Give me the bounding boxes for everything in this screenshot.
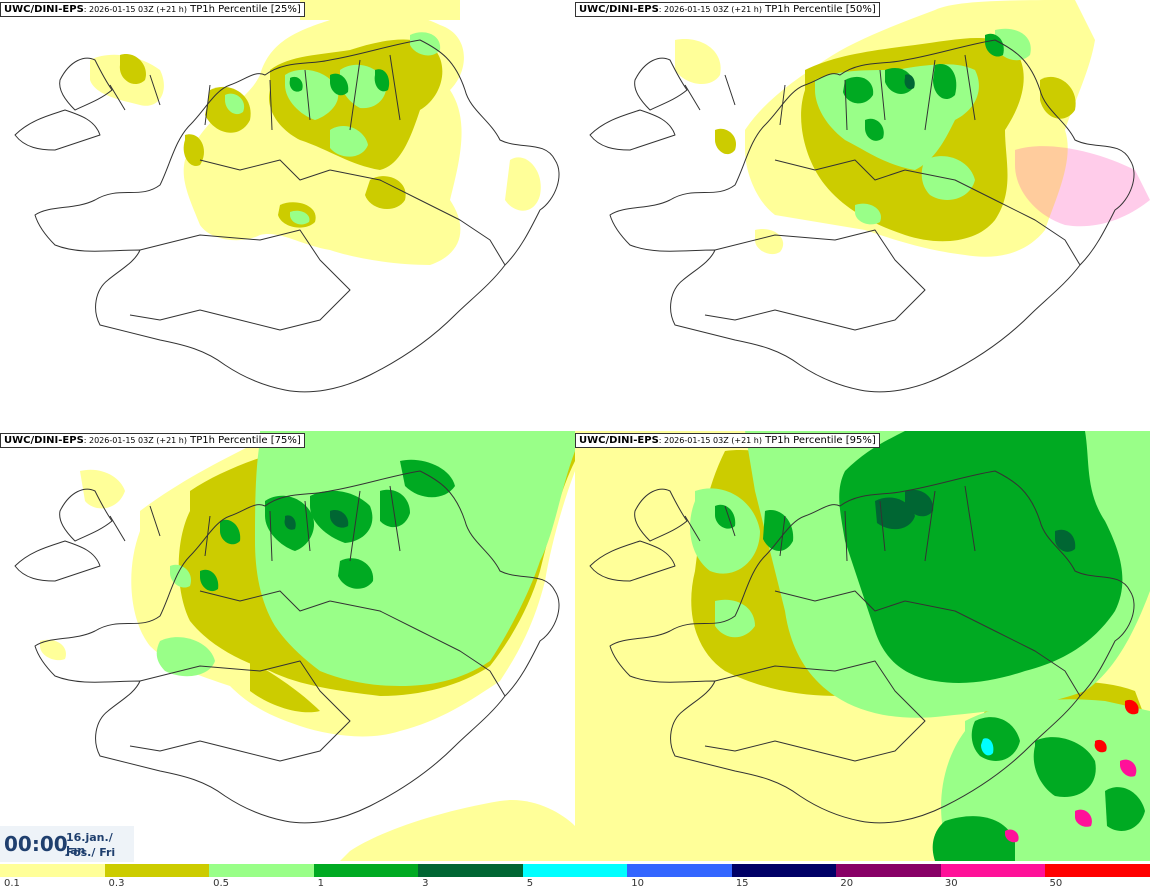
- legend-tick-label: 0.5: [213, 878, 229, 889]
- iceland-outline: [589, 39, 1135, 393]
- valid-date: 16.jan./ Jan: [66, 831, 113, 857]
- legend-swatch: [836, 864, 942, 877]
- legend-tick-label: 50: [1049, 878, 1063, 889]
- legend-tick-label: 0.3: [108, 878, 125, 889]
- legend-tick-label: 10: [631, 878, 644, 889]
- map-panel-p25: UWC/DINI-EPS: 2026-01-15 03Z (+21 h) TP1…: [0, 0, 575, 430]
- precip-field: [675, 0, 1150, 257]
- legend-tick-label: 1: [317, 878, 324, 889]
- legend-tick-label: 30: [944, 878, 958, 889]
- valid-time-box: 00:00 16.jan./ Jan Fös./ Fri: [0, 826, 134, 862]
- legend-tick-label: 3: [422, 878, 429, 889]
- legend-swatch: [1045, 864, 1150, 877]
- precip-field: [40, 431, 575, 861]
- map-panel-p50: UWC/DINI-EPS: 2026-01-15 03Z (+21 h) TP1…: [575, 0, 1150, 430]
- legend-swatch: [104, 864, 211, 877]
- precip-field: [90, 0, 541, 266]
- legend-swatch: [522, 864, 629, 877]
- precip-field: [575, 431, 1150, 861]
- legend-swatch: [627, 864, 733, 877]
- map-panel-p95: UWC/DINI-EPS: 2026-01-15 03Z (+21 h) TP1…: [575, 431, 1150, 861]
- legend-swatch: [209, 864, 315, 877]
- iceland-outline: [14, 470, 560, 824]
- valid-time: 00:00: [4, 832, 68, 856]
- iceland-outline: [589, 470, 1135, 824]
- legend-tick-label: 15: [735, 878, 749, 889]
- legend-swatch: [418, 864, 524, 877]
- iceland-outline: [14, 39, 560, 393]
- valid-weekday: Fös./ Fri: [66, 846, 116, 859]
- panel-title: UWC/DINI-EPS: 2026-01-15 03Z (+21 h) TP1…: [0, 2, 305, 17]
- panel-title: UWC/DINI-EPS: 2026-01-15 03Z (+21 h) TP1…: [0, 433, 305, 448]
- legend-tick-label: 5: [526, 878, 534, 889]
- legend-tick-label: 0.1: [4, 878, 20, 889]
- legend-swatch: [313, 864, 420, 877]
- panel-title: UWC/DINI-EPS: 2026-01-15 03Z (+21 h) TP1…: [575, 433, 880, 448]
- legend-swatch: [940, 864, 1047, 877]
- panel-title: UWC/DINI-EPS: 2026-01-15 03Z (+21 h) TP1…: [575, 2, 880, 17]
- legend-swatch: [0, 864, 106, 877]
- legend-swatch: [731, 864, 838, 877]
- color-legend: 0.1 0.3 0.5 1 3 5 10 15 20 30 50: [0, 862, 1150, 891]
- legend-tick-label: 20: [840, 878, 854, 889]
- map-panel-p75: UWC/DINI-EPS: 2026-01-15 03Z (+21 h) TP1…: [0, 431, 575, 861]
